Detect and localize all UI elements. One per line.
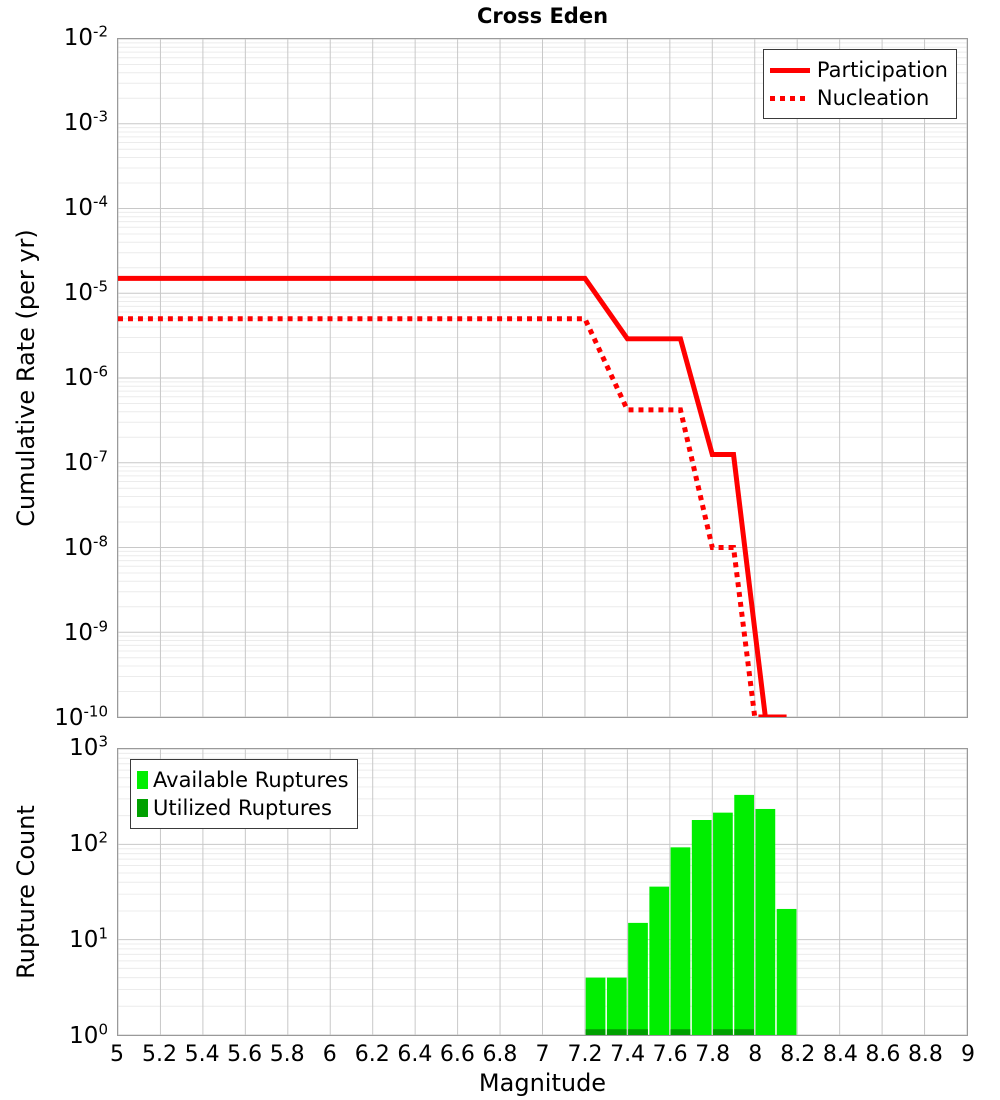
x-tick-label: 7.8 [695, 1042, 731, 1067]
x-tick-label: 8.4 [822, 1042, 858, 1067]
y-tick-label: 10-2 [63, 22, 108, 51]
legend-item-utilized: Utilized Ruptures [137, 794, 349, 822]
y-tick-label: 103 [69, 732, 108, 761]
rupture-bars [585, 794, 797, 1035]
page-title: Cross Eden [476, 4, 609, 28]
legend-ruptures: Available Ruptures Utilized Ruptures [130, 759, 358, 829]
y-axis-ticks-top: 10-2 10-3 10-4 10-5 10-6 10-7 10-8 10-9 10-10 [0, 24, 108, 731]
dark-green-square-icon [137, 799, 148, 817]
y-axis-title-bottom: Rupture Count [12, 805, 40, 979]
x-tick-label: 8.8 [907, 1042, 943, 1067]
y-axis-ticks-bottom: 103 102 101 100 [0, 734, 108, 1049]
solid-line-icon [769, 67, 810, 73]
x-tick-label: 6.4 [397, 1042, 433, 1067]
dotted-line-icon [769, 95, 810, 101]
y-axis-title-top: Cumulative Rate (per yr) [12, 229, 40, 527]
y-tick-label: 10-5 [63, 277, 108, 306]
x-tick-label: 7.6 [652, 1042, 688, 1067]
y-tick-label: 10-7 [63, 447, 108, 476]
x-tick-label: 7.2 [567, 1042, 603, 1067]
x-tick-label: 5.8 [269, 1042, 305, 1067]
y-tick-label: 10-6 [63, 362, 108, 391]
rupture-count-plot: Available Ruptures Utilized Ruptures [117, 748, 968, 1036]
legend-label-available: Available Ruptures [153, 768, 349, 792]
y-tick-label: 10-10 [54, 702, 108, 731]
y-tick-label: 101 [69, 924, 108, 953]
y-tick-label: 102 [69, 828, 108, 857]
legend-label-utilized: Utilized Ruptures [153, 796, 332, 820]
x-tick-label: 8 [748, 1042, 763, 1067]
legend-label-participation: Participation [816, 58, 948, 82]
x-tick-label: 7 [535, 1042, 550, 1067]
x-tick-label: 5 [110, 1042, 124, 1067]
green-square-icon [137, 771, 148, 789]
grid-lines-top [118, 39, 967, 717]
legend-item-available: Available Ruptures [137, 766, 349, 794]
y-tick-label: 10-3 [63, 107, 108, 136]
y-tick-label: 100 [69, 1020, 108, 1049]
x-tick-label: 6.2 [354, 1042, 390, 1067]
x-tick-label: 6.8 [482, 1042, 518, 1067]
y-tick-label: 10-4 [63, 192, 108, 221]
rate-curves [118, 275, 787, 717]
y-tick-label: 10-8 [63, 532, 108, 561]
x-tick-label: 8.6 [865, 1042, 901, 1067]
legend-item-nucleation: Nucleation [769, 84, 948, 112]
x-tick-label: 5.2 [142, 1042, 178, 1067]
cumulative-rate-plot: Participation Nucleation [117, 38, 968, 718]
x-axis-title: Magnitude [478, 1069, 607, 1097]
legend-item-participation: Participation [769, 56, 948, 84]
x-tick-label: 5.6 [227, 1042, 263, 1067]
legend-label-nucleation: Nucleation [816, 86, 930, 110]
x-tick-label: 7.4 [610, 1042, 646, 1067]
x-tick-label: 5.4 [184, 1042, 220, 1067]
y-tick-label: 10-9 [63, 617, 108, 646]
x-tick-label: 9 [961, 1042, 975, 1067]
legend-rate: Participation Nucleation [762, 49, 957, 119]
x-tick-label: 8.2 [780, 1042, 816, 1067]
x-tick-label: 6 [322, 1042, 337, 1067]
x-tick-label: 6.6 [439, 1042, 475, 1067]
